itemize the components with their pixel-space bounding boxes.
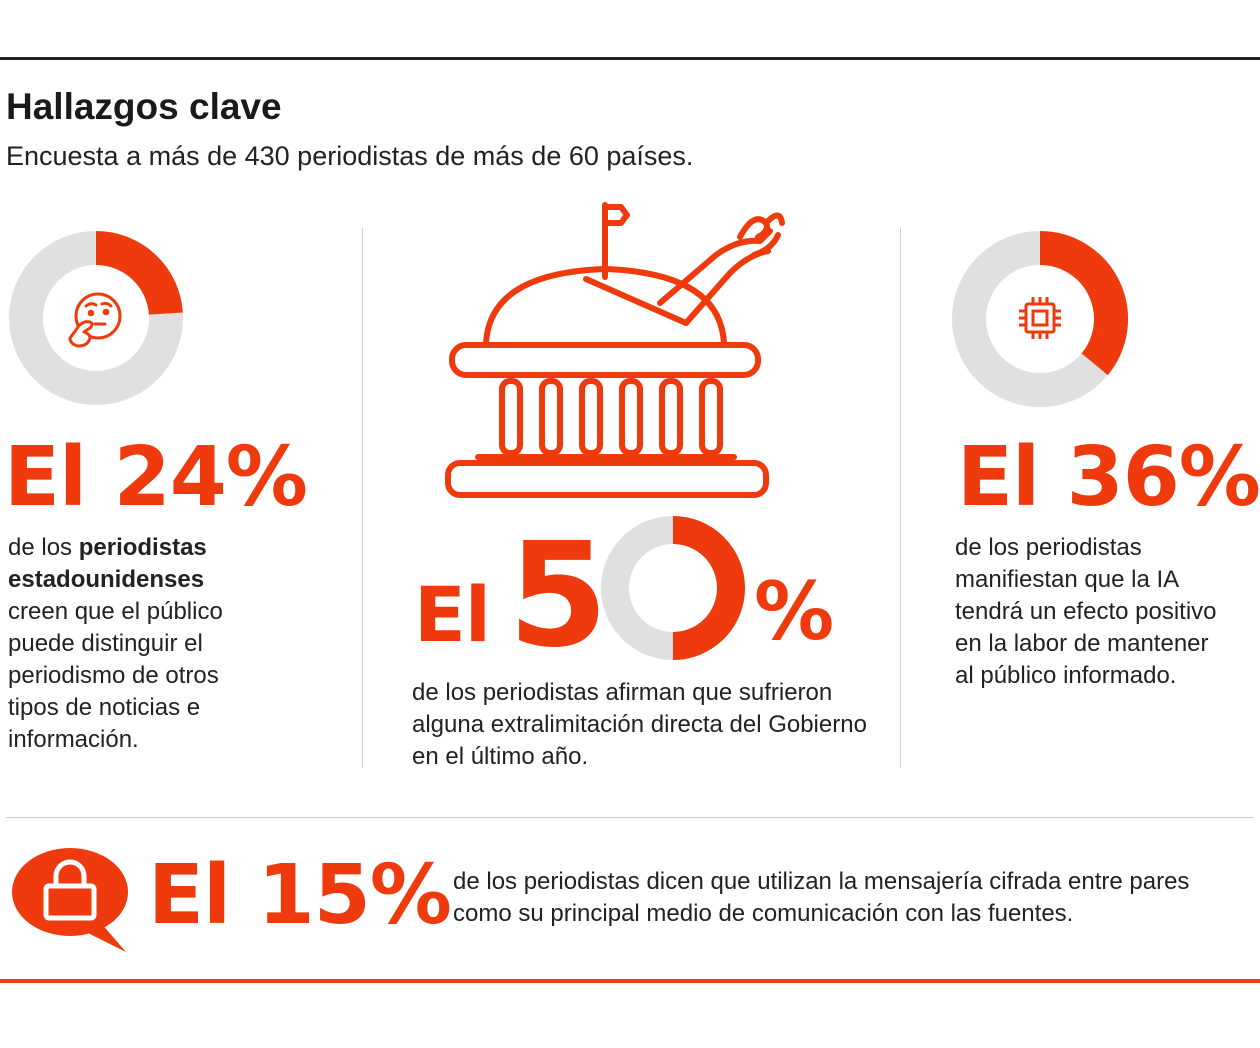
- padlock-speech-bubble-icon: [12, 848, 128, 952]
- microchip-icon: [1019, 297, 1061, 339]
- stat-50-text: de los periodistas afirman que sufrieron…: [412, 679, 867, 770]
- stat-24-headline: El 24%: [4, 430, 308, 525]
- thinking-face-icon: [68, 292, 122, 348]
- stat-36-text: de los periodistas manifiestan que la IA…: [955, 534, 1217, 689]
- donut-value-arc: [672, 516, 745, 660]
- stat-50-suffix: %: [754, 565, 834, 658]
- stat-36-block: El 36% de los periodistas manifiestan qu…: [905, 220, 1260, 780]
- column-divider-right: [900, 228, 901, 768]
- donut-value-arc: [95, 231, 183, 316]
- page-subtitle: Encuesta a más de 430 periodistas de más…: [6, 141, 694, 171]
- stat-15-headline: El 15%: [148, 848, 452, 943]
- section-divider: [6, 817, 1254, 818]
- stat-50-block: El 5 % de los periodistas afirman que su…: [370, 195, 895, 785]
- stat-24-block: El 24% de los periodistas estadounidense…: [0, 220, 360, 780]
- donut-value-arc: [1039, 231, 1128, 376]
- column-divider-left: [362, 228, 363, 768]
- bottom-rule: [0, 979, 1260, 983]
- stat-24-text-rest: creen que el público puede distinguir el…: [8, 598, 223, 753]
- stat-24-text: de los periodistas estadounidenses creen…: [8, 532, 263, 756]
- stat-50-prefix: El: [414, 570, 491, 659]
- donut-24: [9, 231, 183, 405]
- stat-24-text-intro: de los: [8, 534, 79, 561]
- stat-24-text-bold: periodistas estadounidenses: [8, 534, 207, 593]
- page-title: Hallazgos clave: [6, 86, 282, 127]
- stat-50-digit: 5: [508, 511, 609, 679]
- stat-15-block: El 15% de los periodistas dicen que util…: [0, 830, 1260, 960]
- stat-15-text: de los periodistas dicen que utilizan la…: [453, 868, 1190, 927]
- government-building-hand-icon: [445, 202, 785, 498]
- donut-36: [952, 231, 1128, 407]
- donut-50: [601, 516, 745, 660]
- top-rule: [0, 57, 1260, 60]
- stat-36-headline: El 36%: [957, 430, 1260, 525]
